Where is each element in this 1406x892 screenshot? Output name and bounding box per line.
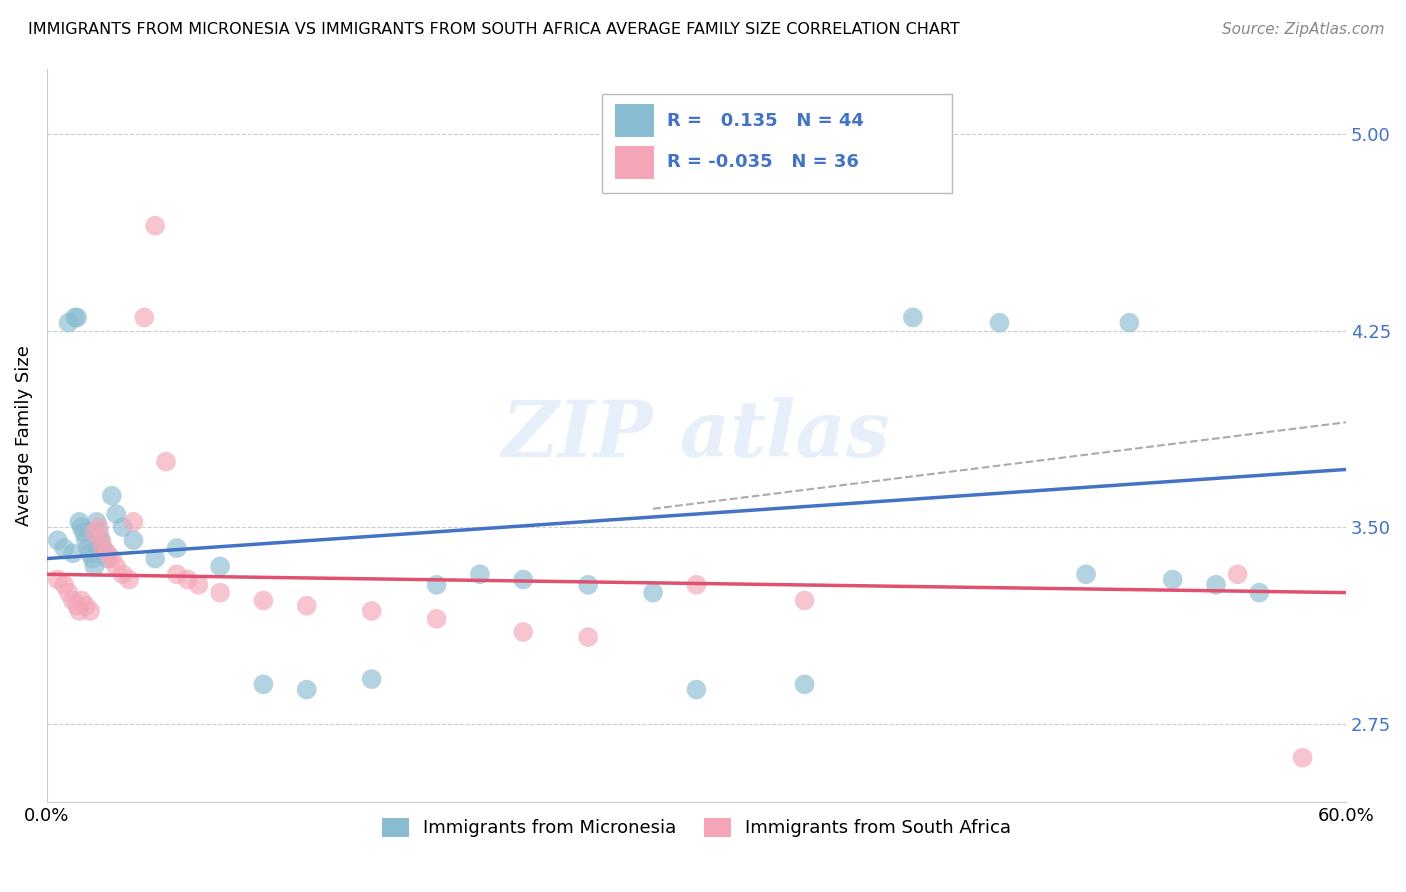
Y-axis label: Average Family Size: Average Family Size (15, 345, 32, 525)
Point (252, 593, 274, 607)
Point (685, 682, 707, 697)
Point (166, 541, 188, 555)
Point (75, 533, 97, 548)
Point (90, 533, 112, 548)
Point (73, 525, 96, 540)
Point (96, 551, 118, 566)
Point (685, 578, 707, 592)
Point (122, 533, 145, 548)
Point (46, 533, 69, 548)
Point (187, 578, 209, 592)
Point (77, 541, 100, 555)
Point (209, 559, 232, 574)
Point (111, 520, 134, 534)
Point (90, 533, 112, 548)
Point (70, 520, 93, 534)
Point (118, 573, 141, 587)
Point (53, 541, 76, 555)
Point (155, 454, 177, 468)
Bar (614, 145, 654, 178)
Point (901, 310, 924, 325)
Point (1249, 585, 1271, 599)
Point (70, 593, 93, 607)
Point (63, 310, 86, 325)
Point (94, 546, 117, 560)
Point (252, 677, 274, 691)
Point (1074, 567, 1097, 582)
Legend: Immigrants from Micronesia, Immigrants from South Africa: Immigrants from Micronesia, Immigrants f… (374, 811, 1018, 845)
Point (58, 585, 80, 599)
Point (360, 672, 382, 686)
Point (62, 593, 84, 607)
Point (101, 489, 124, 503)
Point (134, 310, 156, 325)
Point (209, 585, 232, 599)
Text: ZIP atlas: ZIP atlas (502, 397, 891, 474)
Point (101, 551, 124, 566)
Point (793, 593, 815, 607)
Point (426, 612, 449, 626)
Text: R =   0.135   N = 44: R = 0.135 N = 44 (666, 112, 863, 130)
Point (143, 551, 166, 566)
Point (67, 604, 90, 618)
Point (58, 316, 80, 330)
Point (1226, 567, 1249, 582)
Point (87, 525, 110, 540)
Point (988, 316, 1011, 330)
Point (166, 567, 188, 582)
Point (295, 599, 318, 613)
Point (67, 515, 90, 529)
Point (66, 310, 89, 325)
Point (295, 682, 318, 697)
Point (82, 551, 104, 566)
Point (468, 567, 491, 582)
Point (79, 604, 101, 618)
Point (83, 525, 105, 540)
Text: IMMIGRANTS FROM MICRONESIA VS IMMIGRANTS FROM SOUTH AFRICA AVERAGE FAMILY SIZE C: IMMIGRANTS FROM MICRONESIA VS IMMIGRANTS… (28, 22, 960, 37)
Point (176, 573, 198, 587)
Point (1205, 578, 1227, 592)
Point (143, 219, 166, 233)
Point (53, 578, 76, 592)
Point (46, 573, 69, 587)
Point (1161, 573, 1184, 587)
Point (105, 507, 128, 521)
Point (79, 546, 101, 560)
Point (91, 541, 114, 555)
Point (643, 585, 665, 599)
Point (96, 546, 118, 560)
Point (1118, 316, 1140, 330)
Point (75, 599, 97, 613)
Point (793, 677, 815, 691)
Point (512, 624, 534, 639)
Point (512, 573, 534, 587)
Point (1291, 750, 1313, 764)
Bar (614, 103, 654, 136)
Point (87, 520, 110, 534)
Point (576, 630, 599, 644)
FancyBboxPatch shape (602, 95, 952, 194)
Point (360, 604, 382, 618)
Point (105, 559, 128, 574)
Point (576, 578, 599, 592)
Text: Source: ZipAtlas.com: Source: ZipAtlas.com (1222, 22, 1385, 37)
Point (111, 567, 134, 582)
Point (62, 546, 84, 560)
Point (86, 515, 108, 529)
Point (122, 515, 145, 529)
Point (66, 599, 89, 613)
Point (91, 541, 114, 555)
Point (83, 559, 105, 574)
Point (426, 578, 449, 592)
Text: R = -0.035   N = 36: R = -0.035 N = 36 (666, 153, 859, 171)
